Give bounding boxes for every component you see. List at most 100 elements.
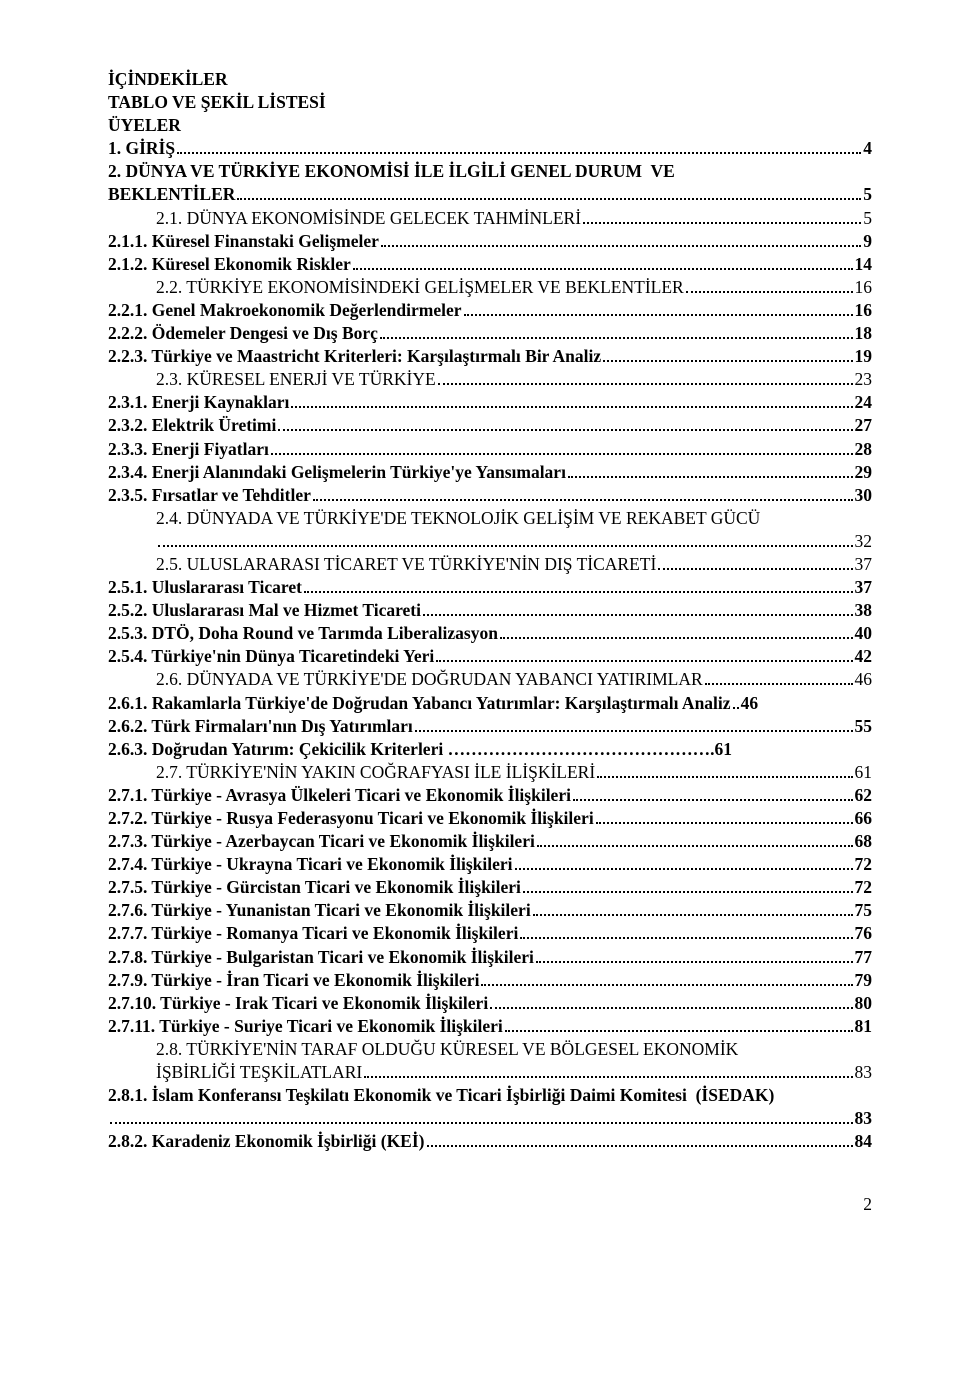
toc-leader-dots: [427, 1145, 853, 1147]
toc-page: 37: [855, 576, 873, 599]
toc-page: 79: [855, 969, 873, 992]
toc-page: 55: [855, 715, 873, 738]
toc-entry: 2.5.2. Uluslararası Mal ve Hizmet Ticare…: [108, 599, 872, 622]
toc-leader-dots: [291, 406, 852, 408]
toc-entry: 2.7.3. Türkiye - Azerbaycan Ticari ve Ek…: [108, 830, 872, 853]
toc-page: 27: [855, 414, 873, 437]
toc-leader-dots: [573, 799, 853, 801]
toc-label: 2.7.8. Türkiye - Bulgaristan Ticari ve E…: [108, 946, 534, 969]
toc-leader-dots: [380, 337, 853, 339]
toc-page: 68: [855, 830, 873, 853]
toc-entry: 2.6.1. Rakamlarla Türkiye'de Doğrudan Ya…: [108, 692, 872, 715]
toc-entry: 2.7.8. Türkiye - Bulgaristan Ticari ve E…: [108, 946, 872, 969]
toc-leader-dots: [381, 245, 861, 247]
toc-page: 16: [855, 299, 873, 322]
toc-page: 5: [863, 207, 872, 230]
toc-page: 29: [855, 461, 873, 484]
toc-entry: 2.8.2. Karadeniz Ekonomik İşbirliği (KEİ…: [108, 1130, 872, 1153]
toc-label: 2.7. TÜRKİYE'NİN YAKIN COĞRAFYASI İLE İL…: [156, 761, 595, 784]
toc-label: 2.7.11. Türkiye - Suriye Ticari ve Ekono…: [108, 1015, 503, 1038]
toc-leader-dots: [603, 360, 852, 362]
toc-leader-dots: [568, 476, 853, 478]
toc-entry: 2. DÜNYA VE TÜRKİYE EKONOMİSİ İLE İLGİLİ…: [108, 160, 872, 183]
toc-label: 2.7.2. Türkiye - Rusya Federasyonu Ticar…: [108, 807, 594, 830]
toc-leader-dots: [110, 1122, 853, 1124]
toc-label: BEKLENTİLER: [108, 183, 235, 206]
toc-page: 14: [855, 253, 873, 276]
toc-page: 23: [855, 368, 873, 391]
toc-leader-dots: [490, 1007, 852, 1009]
toc-leader-dots: [237, 198, 861, 200]
toc-label: 2.1. DÜNYA EKONOMİSİNDE GELECEK TAHMİNLE…: [156, 207, 581, 230]
toc-leader-dots: [436, 660, 852, 662]
toc-entry: 2.7.1. Türkiye - Avrasya Ülkeleri Ticari…: [108, 784, 872, 807]
toc-label: 2.6.2. Türk Firmaları'nın Dış Yatırımlar…: [108, 715, 413, 738]
toc-label: 2.1.1. Küresel Finanstaki Gelişmeler: [108, 230, 379, 253]
toc-leader-dots: [423, 614, 852, 616]
toc-leader-dots: [523, 891, 853, 893]
toc-entry: İŞBİRLİĞİ TEŞKİLATLARI 83: [108, 1061, 872, 1084]
toc-page: 61: [855, 761, 873, 784]
toc-page: 62: [855, 784, 873, 807]
toc-leader-dots: [353, 268, 853, 270]
toc-leader-dots: [500, 637, 853, 639]
toc-entry: 2.3.2. Elektrik Üretimi 27: [108, 414, 872, 437]
toc-page: 24: [855, 391, 873, 414]
toc-leader-dots: [533, 914, 853, 916]
toc-label: 2.3. KÜRESEL ENERJİ VE TÜRKİYE: [156, 368, 436, 391]
toc-leader-dots: [313, 499, 853, 501]
toc-entry: 2.4. DÜNYADA VE TÜRKİYE'DE TEKNOLOJİK GE…: [108, 507, 872, 530]
toc-label: 1. GİRİŞ: [108, 137, 175, 160]
toc-leader-dots: [364, 1076, 852, 1078]
toc-label: 2.6. DÜNYADA VE TÜRKİYE'DE DOĞRUDAN YABA…: [156, 668, 703, 691]
toc-label: 2.3.3. Enerji Fiyatları: [108, 438, 269, 461]
toc-leader-dots: [596, 822, 853, 824]
toc-page: 28: [855, 438, 873, 461]
toc-entry: 2.5.3. DTÖ, Doha Round ve Tarımda Libera…: [108, 622, 872, 645]
toc-label: 2.7.1. Türkiye - Avrasya Ülkeleri Ticari…: [108, 784, 571, 807]
toc-leader-dots: [505, 1030, 853, 1032]
toc-entry: 2.7.2. Türkiye - Rusya Federasyonu Ticar…: [108, 807, 872, 830]
toc-label: 2.5.4. Türkiye'nin Dünya Ticaretindeki Y…: [108, 645, 434, 668]
toc-entry: 2.5.1. Uluslararası Ticaret 37: [108, 576, 872, 599]
toc-label: 2.7.5. Türkiye - Gürcistan Ticari ve Eko…: [108, 876, 521, 899]
toc-page: 75: [855, 899, 873, 922]
toc-page: 42: [855, 645, 873, 668]
toc-leader-dots: [536, 961, 853, 963]
toc-page: 46: [741, 692, 759, 715]
toc-label: 2.5.3. DTÖ, Doha Round ve Tarımda Libera…: [108, 622, 498, 645]
toc-page: 38: [855, 599, 873, 622]
toc-entry: 2.6.2. Türk Firmaları'nın Dış Yatırımlar…: [108, 715, 872, 738]
toc-leader-dots: [686, 291, 853, 293]
toc-entry: 2.8.1. İslam Konferansı Teşkilatı Ekonom…: [108, 1084, 872, 1107]
toc-label: 2.2.3. Türkiye ve Maastricht Kriterleri:…: [108, 345, 601, 368]
toc-entry: 2.5. ULUSLARARASI TİCARET VE TÜRKİYE'NİN…: [108, 553, 872, 576]
toc-entry: 2.7.5. Türkiye - Gürcistan Ticari ve Eko…: [108, 876, 872, 899]
toc-label: 2.3.4. Enerji Alanındaki Gelişmelerin Tü…: [108, 461, 566, 484]
toc-entry: 2.3.1. Enerji Kaynakları 24: [108, 391, 872, 414]
toc-heading-1: İÇİNDEKİLER: [108, 68, 872, 91]
toc-leader-dots: [658, 568, 852, 570]
toc-entry: 2.1. DÜNYA EKONOMİSİNDE GELECEK TAHMİNLE…: [108, 207, 872, 230]
toc-label: 2.3.2. Elektrik Üretimi: [108, 414, 276, 437]
toc-page: 40: [855, 622, 873, 645]
toc-leader-dots: [464, 314, 853, 316]
toc-entry: 2.7.10. Türkiye - Irak Ticari ve Ekonomi…: [108, 992, 872, 1015]
toc-label: 2.7.9. Türkiye - İran Ticari ve Ekonomik…: [108, 969, 479, 992]
toc-entry: 2.2. TÜRKİYE EKONOMİSİNDEKİ GELİŞMELER V…: [108, 276, 872, 299]
toc-label: 2.7.4. Türkiye - Ukrayna Ticari ve Ekono…: [108, 853, 513, 876]
toc-entry: 2.6. DÜNYADA VE TÜRKİYE'DE DOĞRUDAN YABA…: [108, 668, 872, 691]
toc-label: 2.8.2. Karadeniz Ekonomik İşbirliği (KEİ…: [108, 1130, 425, 1153]
toc-heading-2: TABLO VE ŞEKİL LİSTESİ: [108, 91, 872, 114]
toc-page: 4: [863, 137, 872, 160]
toc-leader-dots: [177, 152, 861, 154]
toc-page: 66: [855, 807, 873, 830]
toc-entry: 2.2.3. Türkiye ve Maastricht Kriterleri:…: [108, 345, 872, 368]
toc-entry: 2.5.4. Türkiye'nin Dünya Ticaretindeki Y…: [108, 645, 872, 668]
toc-label: 2.2. TÜRKİYE EKONOMİSİNDEKİ GELİŞMELER V…: [156, 276, 684, 299]
toc-entry: 32: [108, 530, 872, 553]
toc-page: 76: [855, 922, 873, 945]
toc-leader-dots: [415, 730, 853, 732]
toc-page: 77: [855, 946, 873, 969]
toc-page: 80: [855, 992, 873, 1015]
